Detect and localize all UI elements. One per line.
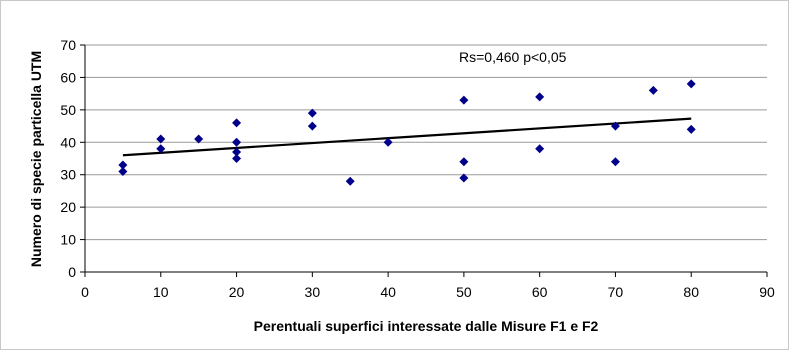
x-tick-label: 70 bbox=[608, 284, 624, 300]
data-point bbox=[232, 137, 242, 147]
data-point bbox=[535, 92, 545, 102]
data-point bbox=[345, 176, 355, 186]
x-tick-label: 60 bbox=[532, 284, 548, 300]
correlation-annotation: Rs=0,460 p<0,05 bbox=[459, 49, 567, 65]
data-point bbox=[648, 85, 658, 95]
data-point bbox=[307, 108, 317, 118]
trendline bbox=[122, 117, 692, 157]
data-point bbox=[610, 157, 620, 167]
data-point bbox=[232, 154, 242, 163]
data-point bbox=[686, 124, 696, 134]
x-tick-label: 30 bbox=[305, 284, 321, 300]
data-point bbox=[459, 173, 469, 183]
y-tick-label: 70 bbox=[60, 37, 76, 53]
data-point bbox=[535, 144, 545, 154]
trendline-layer bbox=[122, 117, 692, 157]
data-point bbox=[194, 134, 204, 144]
x-tick-label: 50 bbox=[456, 284, 472, 300]
data-point bbox=[307, 121, 317, 131]
data-points bbox=[118, 79, 696, 186]
y-axis-title: Numero di specie particella UTM bbox=[28, 51, 44, 267]
data-point bbox=[459, 157, 469, 167]
x-tick-label: 10 bbox=[153, 284, 169, 300]
y-tick-label: 50 bbox=[60, 102, 76, 118]
data-point bbox=[118, 160, 128, 170]
tick-labels: 0 10 20 30 40 50 60 70 0 10 20 30 40 50 60 70 80 90 bbox=[60, 37, 775, 300]
y-tick-label: 60 bbox=[60, 69, 76, 85]
axes bbox=[80, 44, 768, 277]
x-tick-label: 40 bbox=[380, 284, 396, 300]
x-tick-label: 90 bbox=[759, 284, 775, 300]
x-axis-title: Perentuali superfici interessate dalle M… bbox=[254, 318, 599, 334]
y-tick-label: 0 bbox=[68, 264, 76, 280]
data-point bbox=[686, 79, 696, 89]
x-tick-label: 20 bbox=[229, 284, 245, 300]
y-tick-label: 30 bbox=[60, 167, 76, 183]
gridlines bbox=[85, 44, 767, 241]
data-point bbox=[459, 95, 469, 105]
data-point bbox=[610, 121, 620, 131]
data-point bbox=[232, 147, 242, 157]
data-point bbox=[118, 166, 128, 176]
x-tick-label: 0 bbox=[81, 284, 89, 300]
data-point bbox=[156, 134, 166, 144]
x-tick-label: 80 bbox=[683, 284, 699, 300]
data-point bbox=[383, 137, 393, 147]
y-tick-label: 10 bbox=[60, 232, 76, 248]
y-tick-label: 20 bbox=[60, 199, 76, 215]
data-point bbox=[232, 118, 242, 128]
y-tick-label: 40 bbox=[60, 134, 76, 150]
data-point bbox=[156, 144, 166, 154]
